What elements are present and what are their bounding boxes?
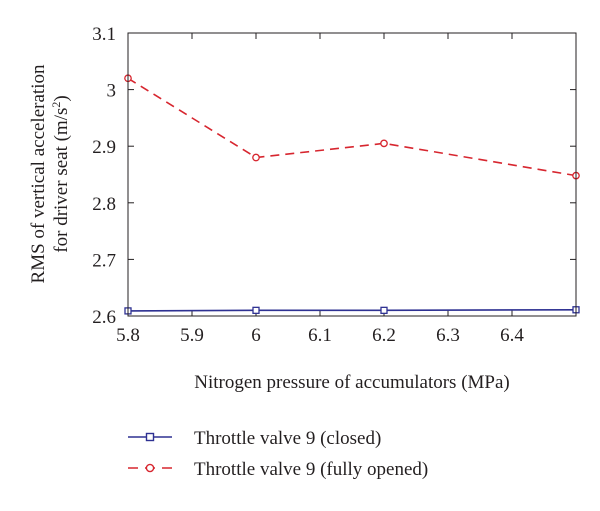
x-tick-label: 6.1 (308, 325, 332, 346)
series-layer (124, 74, 580, 315)
y-axis-title-prefix: for driver seat (m/s (51, 108, 72, 253)
x-tick-label: 5.8 (116, 325, 140, 346)
legend-closed-label: Throttle valve 9 (closed) (194, 428, 381, 449)
legend-opened-label: Throttle valve 9 (fully opened) (194, 459, 428, 480)
x-axis-title: Nitrogen pressure of accumulators (MPa) (194, 372, 510, 393)
y-axis-title-line2: for driver seat (m/s2) (49, 95, 72, 252)
legend-closed-square-marker (145, 432, 155, 442)
plot-frame (127, 32, 577, 317)
series-line-0 (127, 308, 577, 312)
y-tick-label: 2.9 (92, 137, 116, 158)
legend-item-closed: Throttle valve 9 (closed) (128, 428, 381, 449)
y-tick-label: 3 (107, 81, 117, 102)
y-tick-label: 3.1 (92, 24, 116, 45)
series-1-point (380, 139, 388, 148)
legend-item-opened: Throttle valve 9 (fully opened) (128, 459, 428, 480)
y-tick-label: 2.6 (92, 307, 116, 328)
series-line-1 (127, 77, 577, 177)
y-tick-label: 2.7 (92, 250, 116, 271)
legend: Throttle valve 9 (closed) Throttle valve… (128, 428, 428, 480)
series-1-point (252, 153, 260, 162)
series-0-point (380, 306, 388, 314)
x-tick-label: 6 (251, 325, 261, 346)
series-0-point (252, 306, 260, 314)
x-tick-label: 5.9 (180, 325, 204, 346)
y-axis-title-line1: RMS of vertical acceleration (28, 64, 49, 283)
legend-opened-circle-marker (145, 463, 155, 473)
x-tick-label: 6.3 (436, 325, 460, 346)
x-tick-label: 6.4 (500, 325, 524, 346)
y-axis-title-suffix: ) (51, 95, 72, 101)
y-axis-title-superscript: 2 (49, 102, 63, 108)
y-tick-label: 2.8 (92, 194, 116, 215)
x-tick-label: 6.2 (372, 325, 396, 346)
ticks-layer: 5.8 5.9 6 6.1 6.2 6.3 6.4 2.6 2.7 2.8 2.9 3 3.1 (92, 24, 576, 346)
